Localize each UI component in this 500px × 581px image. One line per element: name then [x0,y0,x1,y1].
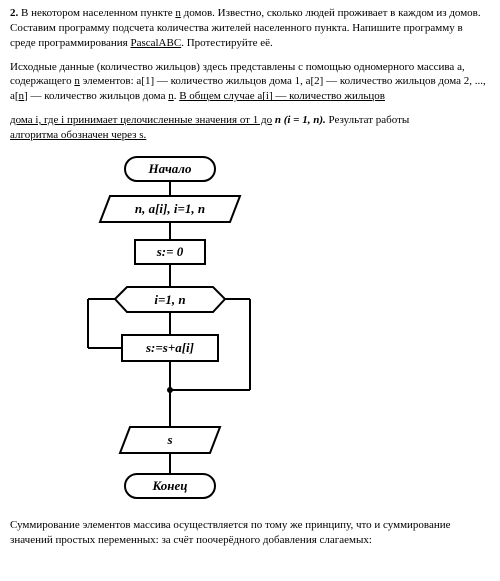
task-paragraph: 2. В некотором населенном пункте n домов… [10,6,490,51]
task-pascal: PascalABC [130,37,181,49]
flow-init: s:= 0 [156,244,184,259]
footer-text: Суммирование элементов массива осуществл… [10,519,451,546]
flow-end: Конец [151,478,187,493]
desc-p2: Результат работы [326,114,410,126]
task-number: 2. [10,7,18,19]
data-desc-p1: Исходные данные (количество жильцов) зде… [10,60,490,105]
desc-u1: В общем случае a[i] — количество жильцов [179,90,385,102]
desc-1c: ] — количество жильцов дома [24,90,168,102]
flow-body: s:=s+a[i] [145,340,194,355]
flow-loop: i=1, n [154,292,185,307]
desc-u3: алгоритма обозначен через s. [10,129,146,141]
flow-start: Начало [148,161,192,176]
formula: n (i = 1, n). [275,114,326,126]
footer-paragraph: Суммирование элементов массива осуществл… [10,518,490,548]
task-text-3: . Протестируйте её. [181,37,273,49]
task-text-1: В некотором населенном пункте [21,7,175,19]
flow-output: s [166,432,172,447]
data-desc-p2: дома i, где i принимает целочисленные зн… [10,113,490,143]
desc-u2a: дома i, где i принимает целочисленные зн… [10,114,272,126]
flow-input: n, a[i], i=1, n [135,201,205,216]
flowchart: Начало n, a[i], i=1, n s:= 0 i=1, n s:=s… [40,152,280,512]
